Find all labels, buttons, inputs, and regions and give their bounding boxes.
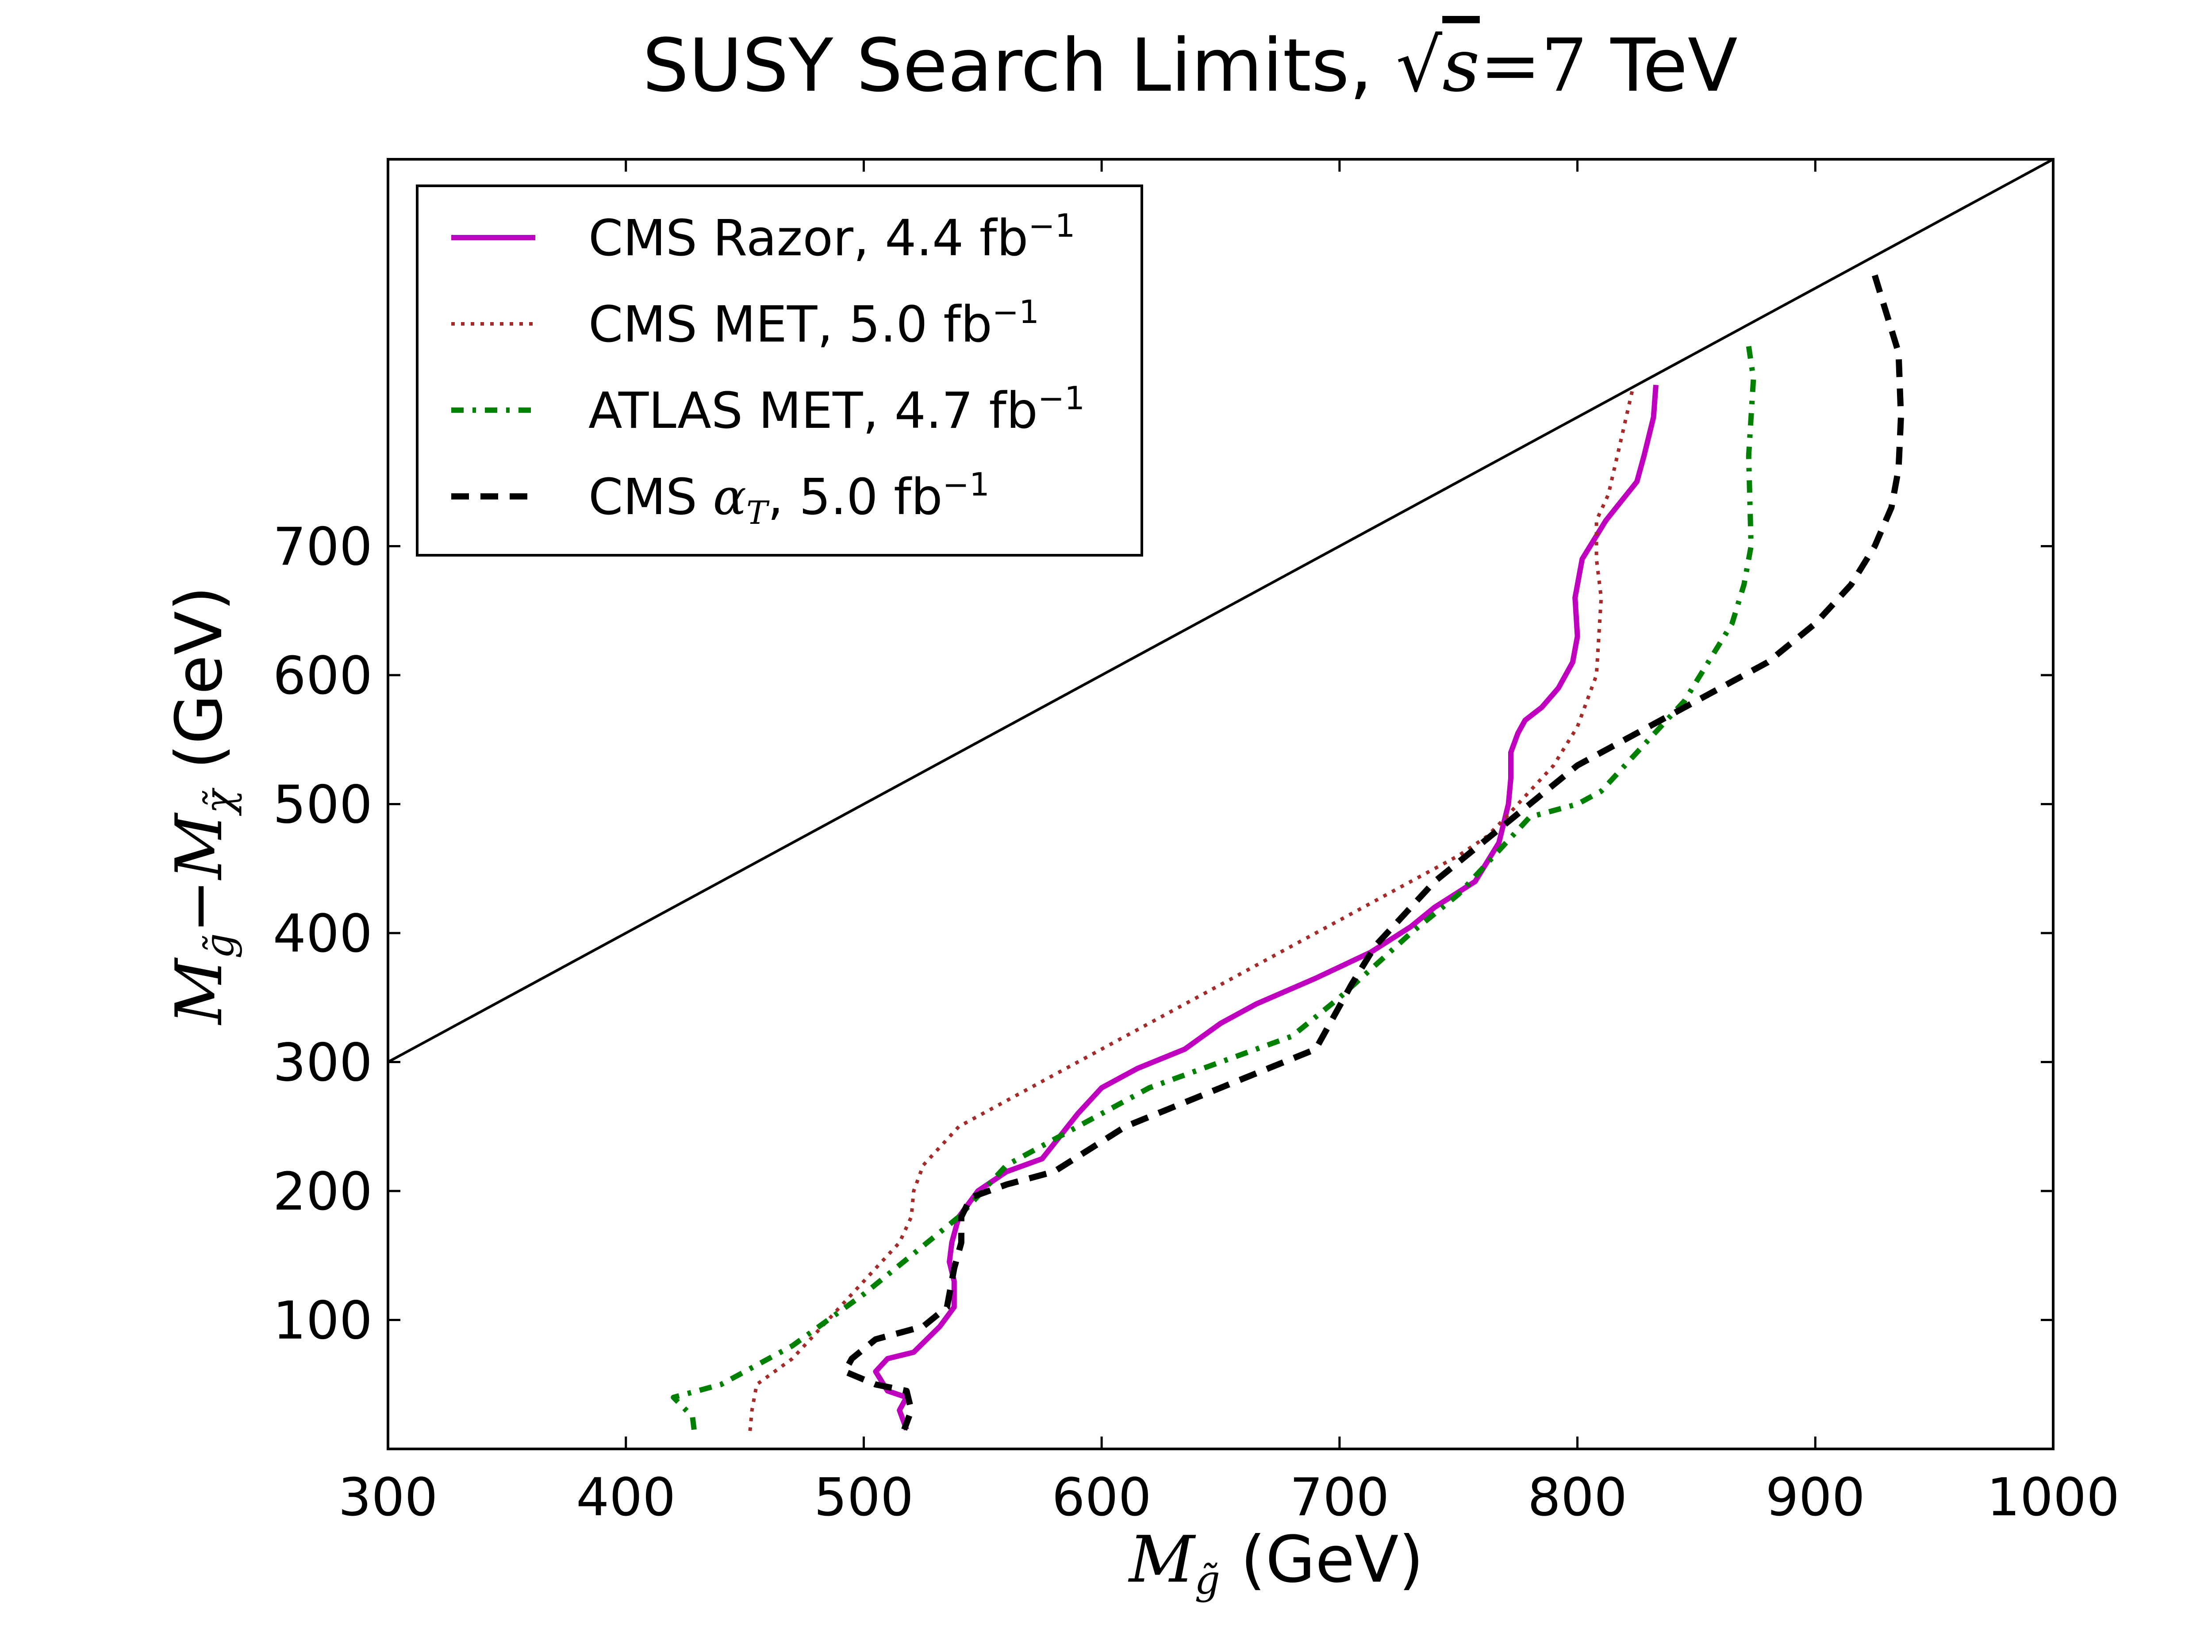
x-tick-label: 700 bbox=[1290, 1467, 1389, 1528]
legend-label-3: CMS αT, 5.0 fb−1 bbox=[588, 466, 990, 531]
legend-label-1: CMS MET, 5.0 fb−1 bbox=[588, 293, 1039, 353]
x-tick-label: 800 bbox=[1528, 1467, 1627, 1528]
legend-label-2: ATLAS MET, 4.7 fb−1 bbox=[588, 380, 1085, 440]
x-tick-label: 400 bbox=[576, 1467, 676, 1528]
y-tick-label: 700 bbox=[273, 516, 373, 577]
series-line-3 bbox=[841, 274, 1904, 1431]
x-axis: 300 400 500 600 700 800 900 1000 bbox=[338, 159, 2120, 1528]
y-axis-label: Mg̃−Mχ̃ (GeV) bbox=[162, 586, 243, 1026]
series-line-0 bbox=[873, 384, 1659, 1431]
chart-title: SUSY Search Limits, √s=7 TeV bbox=[642, 23, 1737, 108]
x-tick-label: 1000 bbox=[1987, 1467, 2120, 1528]
series-line-2 bbox=[671, 346, 1756, 1437]
y-tick-label: 300 bbox=[273, 1032, 373, 1093]
kinematic-limit-line bbox=[387, 158, 2054, 1064]
legend-box bbox=[416, 184, 1143, 557]
y-tick-label: 600 bbox=[273, 645, 373, 706]
y-tick-label: 500 bbox=[273, 774, 373, 835]
y-tick-label: 100 bbox=[273, 1290, 373, 1351]
series-layer bbox=[671, 274, 1904, 1437]
legend: CMS Razor, 4.4 fb−1 CMS MET, 5.0 fb−1 ATLA… bbox=[416, 184, 1143, 557]
y-tick-label: 200 bbox=[273, 1161, 373, 1222]
x-tick-label: 500 bbox=[814, 1467, 914, 1528]
y-axis: 100 200 300 400 500 600 700 bbox=[273, 516, 2053, 1351]
x-tick-label: 300 bbox=[338, 1467, 438, 1528]
x-axis-label: Mg̃ (GeV) bbox=[1128, 1522, 1424, 1603]
series-line-1 bbox=[748, 391, 1634, 1437]
y-tick-label: 400 bbox=[273, 903, 373, 964]
legend-label-0: CMS Razor, 4.4 fb−1 bbox=[588, 207, 1075, 267]
x-tick-label: 600 bbox=[1052, 1467, 1152, 1528]
x-tick-label: 900 bbox=[1766, 1467, 1865, 1528]
